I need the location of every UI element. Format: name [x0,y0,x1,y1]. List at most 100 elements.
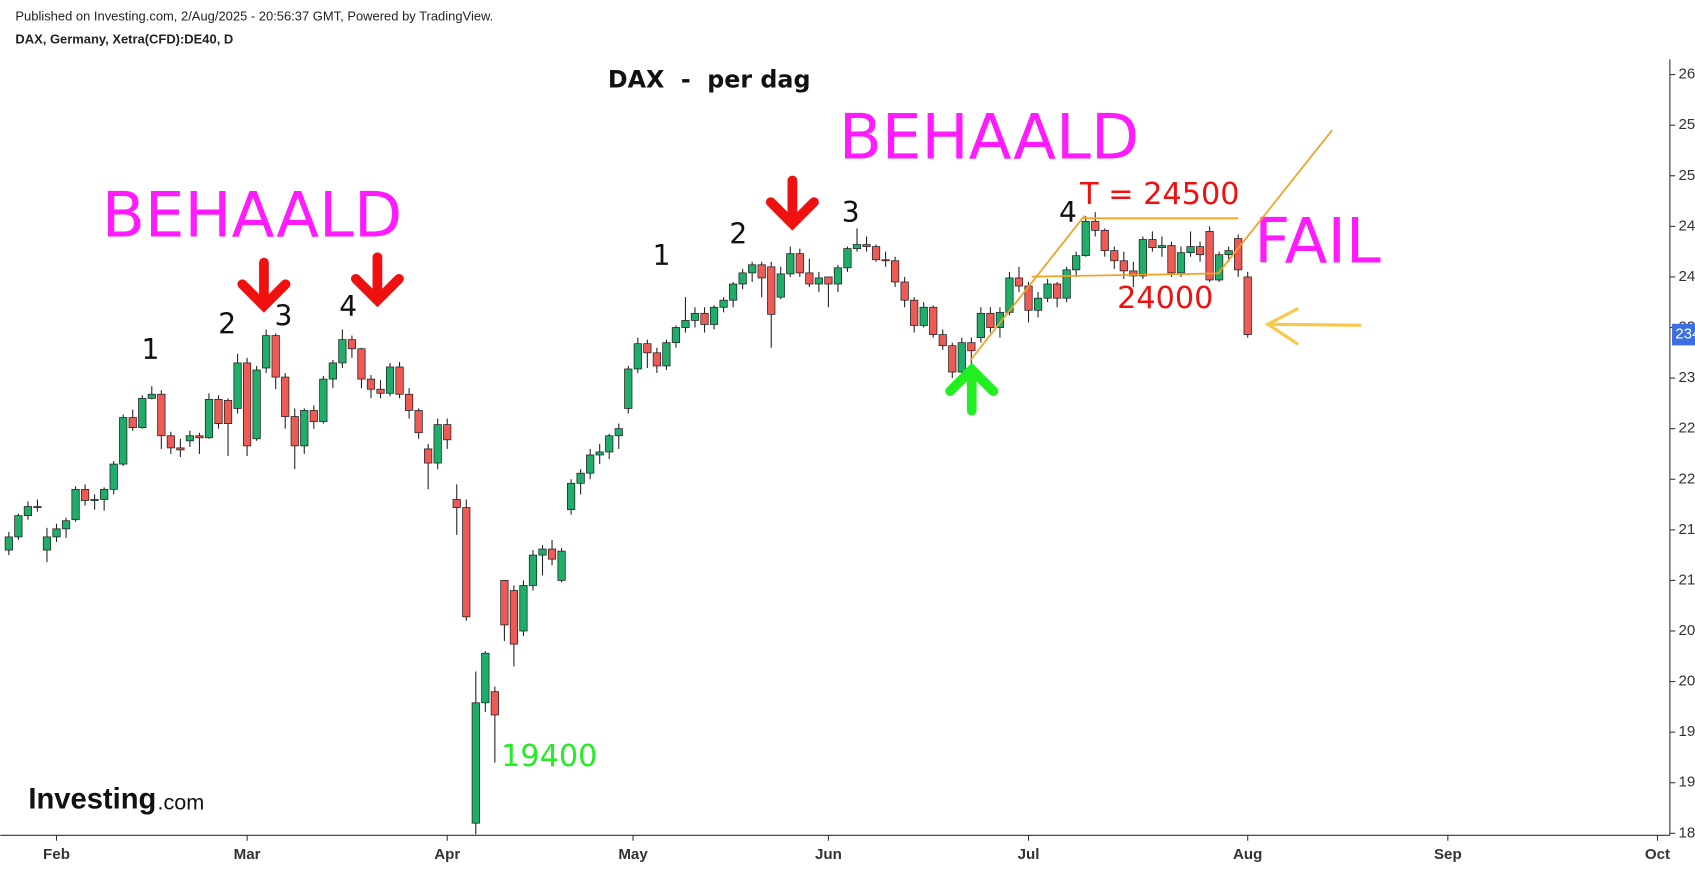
candle-body [290,416,299,447]
candle-body [42,536,52,551]
candle-body [776,273,785,298]
candle-body [852,244,862,249]
candle-body [662,342,671,367]
candle-body [176,447,185,451]
candle-body [938,334,947,347]
candle-body [557,550,566,581]
annotation: 1 [653,239,671,272]
annotation: 3 [842,196,860,229]
candle-body [147,393,156,399]
candle-body [185,435,195,442]
candle-body [61,520,71,530]
candle-body [33,506,42,509]
y-tick-label: 21000 [1679,571,1695,588]
candle-body [405,393,414,411]
candle-body [910,299,919,326]
candle-body [1062,269,1071,299]
candle-body [100,488,109,500]
candle-body [1148,239,1157,248]
candle-body [357,348,366,380]
y-tick-label: 20500 [1679,622,1695,639]
candle-body [109,463,118,490]
candle-body [204,398,214,439]
annotation: 2 [218,307,236,340]
candle-body [500,580,509,626]
candle-body [481,652,490,704]
candle-body [1100,230,1109,252]
candle-body [986,312,995,328]
pointer-arrow [1264,307,1362,346]
y-tick-label: 20000 [1679,673,1695,690]
x-tick-label: Feb [43,846,70,863]
y-tick-label: 18500 [1679,824,1695,841]
candle-body [814,277,823,285]
candle-body [452,499,461,508]
candle-body [1072,255,1081,271]
candle-body [319,378,328,422]
candle-body [891,260,900,283]
x-tick-label: May [618,846,648,863]
trend-line [969,215,1086,361]
candle-body [709,306,719,325]
candle-body [1205,231,1214,281]
last-price-tag [1672,323,1695,346]
candle-body [271,335,280,378]
candle-body [1081,220,1090,257]
candle-body [433,424,442,464]
candle-body [605,435,614,453]
candle-body [967,342,976,352]
candle-body [1033,297,1043,311]
x-tick-label: Jul [1018,846,1040,863]
candle-body [729,283,738,301]
candle-body [833,267,843,285]
candle-body [300,410,309,447]
y-tick-label: 25000 [1679,167,1695,184]
y-tick-label: 19000 [1679,774,1695,791]
candle-body [309,410,318,422]
candle-body [223,399,233,424]
candle-body [795,253,804,274]
candle-body [881,259,890,262]
candle-body [385,366,395,394]
candle-body [119,417,128,465]
candle-body [643,343,652,354]
candle-body [652,352,661,367]
candle-body [14,515,23,538]
candle-body [1176,252,1186,274]
annotation: BEHAALD [102,178,402,251]
candle-body [576,472,585,484]
candle-body [738,272,747,285]
annotation: 24000 [1117,281,1213,316]
x-tick-label: Mar [234,846,261,863]
candle-body [1043,283,1052,299]
annotation: 1 [142,333,160,366]
annotation: 4 [1059,196,1077,229]
x-tick-label: Aug [1233,846,1262,863]
candle-body [166,435,175,449]
candle-body [1119,260,1128,272]
candle-body [919,306,928,326]
candle-body [671,327,681,344]
candle-body [767,266,776,315]
candle-body [805,272,814,285]
candle-body [719,299,728,308]
y-tick-label: 26000 [1679,66,1695,83]
annotation: 4 [339,290,357,323]
down-arrow [237,257,291,313]
candle-body [681,320,690,328]
candle-body [471,702,480,824]
chart-title: DAX - per dag [608,66,811,94]
y-tick-label: 23000 [1679,369,1695,386]
annotation: BEHAALD [839,101,1139,174]
x-tick-label: Jun [815,846,842,863]
candle-body [490,691,499,716]
candle-body [633,343,642,370]
candle-body [519,585,528,632]
candle-body [23,506,33,517]
candle-body [1005,277,1014,313]
candle-body [871,246,881,261]
down-arrow [350,252,404,308]
up-arrow [945,362,999,416]
